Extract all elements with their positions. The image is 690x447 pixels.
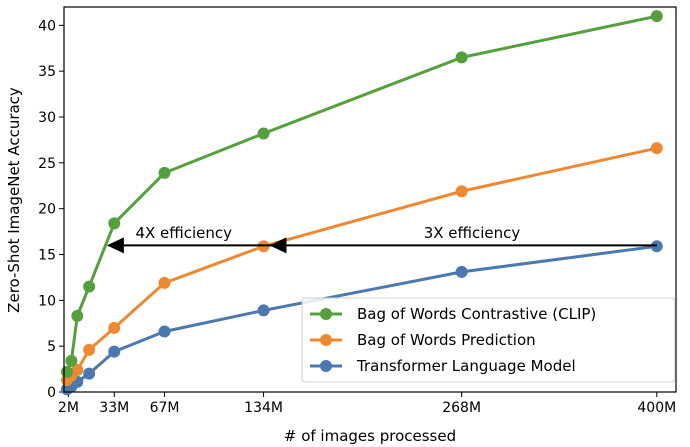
legend-box (301, 297, 676, 383)
data-point (83, 280, 96, 293)
data-point (455, 265, 468, 278)
x-tick-label: 67M (150, 400, 180, 416)
arrow-head (106, 237, 124, 254)
data-point (83, 343, 96, 356)
legend-label: Bag of Words Prediction (357, 331, 536, 349)
data-point (60, 365, 73, 378)
annotation-label: 4X efficiency (135, 224, 232, 242)
data-point (650, 142, 663, 155)
y-tick-label: 35 (38, 64, 56, 80)
y-tick-label: 25 (38, 156, 56, 172)
data-point (158, 166, 171, 179)
data-point (257, 304, 270, 317)
data-point (71, 364, 84, 376)
legend-label: Transformer Language Model (356, 357, 576, 375)
data-point (71, 309, 84, 322)
x-tick-label: 2M (58, 400, 79, 416)
y-tick-label: 0 (47, 385, 56, 401)
data-point (108, 217, 121, 230)
y-axis-label: Zero-Shot ImageNet Accuracy (5, 87, 23, 313)
data-point (108, 345, 121, 358)
data-point (257, 127, 270, 140)
data-point (65, 354, 78, 367)
data-point (455, 51, 468, 64)
data-point (455, 185, 468, 198)
x-axis-label: # of images processed (284, 427, 456, 445)
y-tick-label: 15 (38, 248, 56, 264)
legend-marker (320, 308, 332, 320)
x-tick-label: 33M (99, 400, 129, 416)
x-tick-label: 400M (637, 400, 676, 416)
data-point (108, 321, 121, 334)
y-tick-label: 30 (38, 110, 56, 126)
data-point (83, 367, 96, 380)
data-point (650, 10, 663, 23)
annotation-label: 3X efficiency (424, 224, 521, 242)
y-tick-label: 10 (38, 293, 56, 309)
data-point (158, 325, 171, 338)
y-tick-label: 5 (47, 339, 56, 355)
y-tick-label: 20 (38, 202, 56, 218)
x-tick-label: 268M (442, 400, 481, 416)
legend-marker (320, 334, 332, 346)
arrow-head (269, 237, 287, 254)
data-point (158, 276, 171, 289)
legend-marker (320, 360, 332, 372)
plot-frame (63, 6, 677, 393)
y-tick-label: 40 (38, 18, 56, 34)
legend-label: Bag of Words Contrastive (CLIP) (357, 305, 596, 323)
legend: Bag of Words Contrastive (CLIP) Bag of Wo… (301, 297, 676, 383)
x-tick-label: 134M (244, 400, 283, 416)
